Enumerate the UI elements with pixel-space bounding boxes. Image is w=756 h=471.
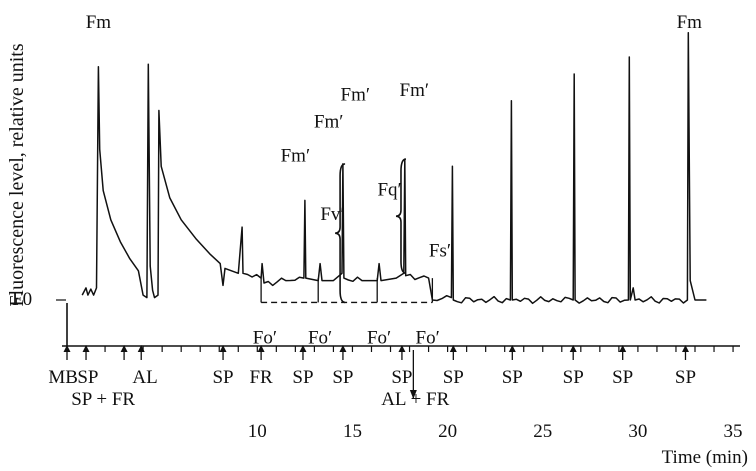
- event-arrowhead-up: [398, 345, 406, 352]
- x-tick-label-10: 10: [248, 421, 267, 442]
- event-arrowhead-up: [449, 345, 457, 352]
- peak-label: Fm′: [400, 80, 430, 101]
- event-arrowhead-up: [299, 345, 307, 352]
- parameter-label: Fq′: [377, 180, 401, 201]
- event-label: SP: [332, 367, 353, 388]
- fluorescence-trace: [81, 31, 707, 305]
- x-tick-label-35: 35: [724, 421, 743, 442]
- event-arrowhead-up: [339, 345, 347, 352]
- x-tick-label-20: 20: [438, 421, 457, 442]
- event-arrowhead-up: [257, 345, 265, 352]
- peak-label: Fm′: [314, 111, 344, 132]
- event-label: SP + FR: [71, 389, 135, 410]
- event-label: AL: [132, 367, 157, 388]
- event-arrowhead-up: [120, 345, 128, 352]
- y-tick-label-f0: F0: [12, 289, 32, 310]
- x-axis-label: Time (min): [662, 447, 748, 468]
- y-axis-label: Fluorescence level, relative units: [6, 43, 28, 306]
- event-label: SP: [212, 367, 233, 388]
- event-arrowhead-up: [63, 345, 71, 352]
- event-label: SP: [612, 367, 633, 388]
- event-arrowhead-up: [82, 345, 90, 352]
- peak-label: Fm: [86, 12, 112, 33]
- event-label: SP: [77, 367, 98, 388]
- event-arrowhead-up: [219, 345, 227, 352]
- peak-label: Fm: [677, 12, 703, 33]
- baseline-label: Fo′: [416, 328, 440, 349]
- fv-brace: [335, 163, 346, 304]
- baseline-label: Fo′: [253, 328, 277, 349]
- event-label: FR: [249, 367, 273, 388]
- event-label: SP: [443, 367, 464, 388]
- fq-brace: [395, 158, 407, 275]
- event-label: MB: [48, 367, 78, 388]
- parameter-label: Fs′: [429, 240, 451, 261]
- peak-label: Fm′: [281, 145, 311, 166]
- event-arrowhead-up: [619, 345, 627, 352]
- event-label: SP: [502, 367, 523, 388]
- event-arrowhead-up: [508, 345, 516, 352]
- peak-label: Fm′: [341, 85, 371, 106]
- event-label: SP: [292, 367, 313, 388]
- x-tick-label-15: 15: [343, 421, 362, 442]
- event-label: SP: [675, 367, 696, 388]
- parameter-label: Fv′: [320, 204, 344, 225]
- trace-line: [81, 31, 707, 305]
- event-label: SP: [391, 367, 412, 388]
- x-tick-label-30: 30: [628, 421, 647, 442]
- x-tick-label-25: 25: [533, 421, 552, 442]
- event-arrowhead-up: [681, 345, 689, 352]
- baseline-label: Fo′: [308, 328, 332, 349]
- x-ticks: 10 15 20 25 30 35: [66, 346, 743, 442]
- event-arrowhead-down: [409, 390, 417, 399]
- event-arrowhead-up: [569, 345, 577, 352]
- event-arrowhead-up: [137, 345, 145, 352]
- baseline-label: Fo′: [367, 328, 391, 349]
- event-label: SP: [563, 367, 584, 388]
- event-label: AL + FR: [381, 389, 449, 410]
- axes: [56, 299, 740, 347]
